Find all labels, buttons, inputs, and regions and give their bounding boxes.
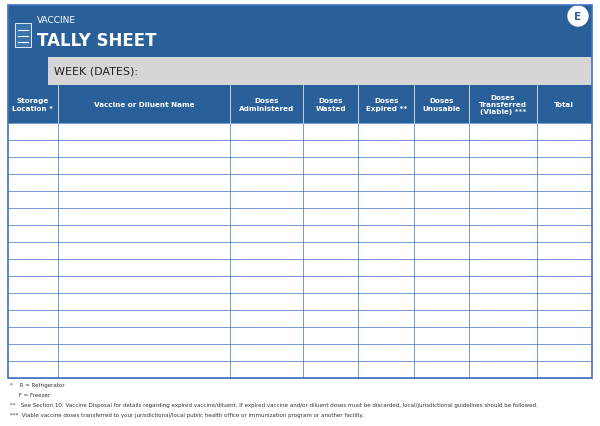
Text: E: E — [574, 12, 581, 22]
Bar — [8, 58, 592, 86]
Bar — [8, 259, 592, 276]
Circle shape — [568, 7, 588, 27]
Text: VACCINE: VACCINE — [37, 16, 76, 25]
Bar — [8, 344, 592, 361]
Text: Doses
Wasted: Doses Wasted — [316, 98, 346, 111]
Bar — [15, 24, 31, 48]
Text: *    R = Refrigerator: * R = Refrigerator — [10, 382, 65, 387]
Text: Total: Total — [554, 102, 574, 108]
Text: WEEK (DATES):: WEEK (DATES): — [54, 67, 138, 77]
Bar — [8, 58, 48, 86]
Text: ***  Viable vaccine doses transferred to your jurisdictional/local public health: *** Viable vaccine doses transferred to … — [10, 412, 364, 417]
Bar — [8, 208, 592, 225]
Bar — [8, 192, 592, 208]
Bar — [8, 6, 592, 58]
Bar — [8, 6, 592, 378]
Bar — [8, 327, 592, 344]
Bar — [8, 310, 592, 327]
Text: Doses
Transferred
(Viable) ***: Doses Transferred (Viable) *** — [479, 95, 527, 115]
Bar — [8, 276, 592, 294]
Text: Doses
Unusable: Doses Unusable — [422, 98, 461, 111]
Bar — [8, 225, 592, 242]
Text: Doses
Expired **: Doses Expired ** — [365, 98, 407, 111]
Text: **   See Section 10: Vaccine Disposal for details regarding expired vaccine/dilu: ** See Section 10: Vaccine Disposal for … — [10, 402, 538, 407]
Bar — [8, 158, 592, 175]
Bar — [8, 294, 592, 310]
Text: Doses
Administered: Doses Administered — [239, 98, 294, 111]
Bar — [8, 124, 592, 141]
Bar — [8, 361, 592, 378]
Text: TALLY SHEET: TALLY SHEET — [37, 32, 157, 50]
Bar — [8, 86, 592, 124]
Text: Storage
Location *: Storage Location * — [13, 98, 53, 111]
Bar — [8, 242, 592, 259]
Text: Vaccine or Diluent Name: Vaccine or Diluent Name — [94, 102, 194, 108]
Bar — [8, 141, 592, 158]
Text: F = Freezer: F = Freezer — [10, 392, 50, 397]
Bar — [8, 175, 592, 192]
